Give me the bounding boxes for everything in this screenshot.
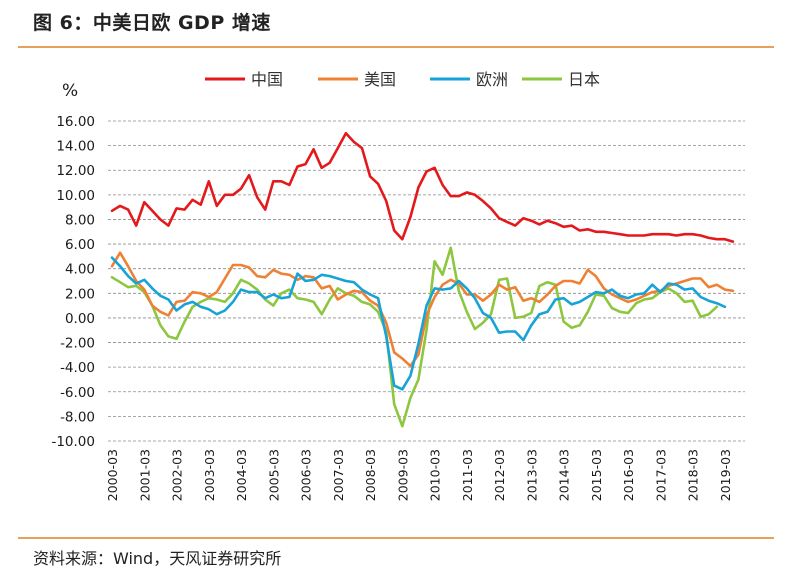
y-tick-label: -8.00 [60, 409, 95, 425]
x-tick-label: 2013-03 [524, 449, 539, 501]
y-tick-label: 8.00 [65, 212, 95, 228]
y-tick-label: 4.00 [65, 262, 95, 278]
y-tick-label: 16.00 [56, 114, 95, 130]
x-tick-label: 2019-03 [718, 449, 733, 501]
legend-label: 美国 [364, 70, 396, 89]
series-line-1 [110, 132, 735, 243]
title-divider [18, 46, 774, 48]
grid-lines [108, 120, 745, 442]
x-tick-label: 2017-03 [653, 449, 668, 501]
source-divider [18, 537, 774, 539]
x-tick-label: 2002-03 [170, 449, 185, 501]
legend: 中国 美国 欧洲 日本 [205, 70, 600, 89]
x-tick-label: 2000-03 [105, 449, 120, 501]
y-tick-label: 14.00 [56, 139, 95, 155]
y-tick-label: -10.00 [51, 434, 95, 450]
y-tick-label: 6.00 [65, 237, 95, 253]
x-tick-label: 2006-03 [299, 449, 314, 501]
x-tick-label: 2004-03 [234, 449, 249, 501]
y-tick-label: 2.00 [65, 286, 95, 302]
series-line-4 [110, 246, 719, 428]
y-tick-label: 0.00 [65, 311, 95, 327]
legend-label: 欧洲 [476, 70, 508, 89]
x-tick-label: 2016-03 [621, 449, 636, 501]
x-tick-label: 2014-03 [557, 449, 572, 501]
legend-label: 日本 [568, 70, 600, 89]
x-tick-label: 2018-03 [686, 449, 701, 501]
x-tick-label: 2011-03 [460, 449, 475, 501]
series-lines [110, 132, 735, 428]
y-tick-label: 12.00 [56, 163, 95, 179]
y-tick-label: -4.00 [60, 360, 95, 376]
x-tick-label: 2008-03 [363, 449, 378, 501]
x-tick-label: 2012-03 [492, 449, 507, 501]
x-tick-labels: 2000-03 2001-03 2002-03 2003-03 2004-03 2005-… [105, 449, 733, 501]
x-tick-label: 2010-03 [428, 449, 443, 501]
y-tick-labels: 16.00 14.00 12.00 10.00 8.00 6.00 4.00 2.00 0.00… [51, 114, 95, 450]
x-tick-label: 2001-03 [137, 449, 152, 501]
y-axis-unit: % [62, 81, 78, 101]
y-tick-label: -2.00 [60, 336, 95, 352]
figure-title: 图 6：中美日欧 GDP 增速 [33, 12, 271, 34]
series-line-2 [110, 251, 735, 368]
legend-label: 中国 [251, 70, 283, 89]
x-tick-label: 2005-03 [266, 449, 281, 501]
x-tick-label: 2009-03 [395, 449, 410, 501]
x-tick-label: 2003-03 [202, 449, 217, 501]
y-tick-label: -6.00 [60, 385, 95, 401]
x-tick-label: 2007-03 [331, 449, 346, 501]
source-note: 资料来源：Wind，天风证券研究所 [33, 549, 282, 568]
x-tick-label: 2015-03 [589, 449, 604, 501]
y-tick-label: 10.00 [56, 188, 95, 204]
series-line-3 [110, 256, 727, 391]
